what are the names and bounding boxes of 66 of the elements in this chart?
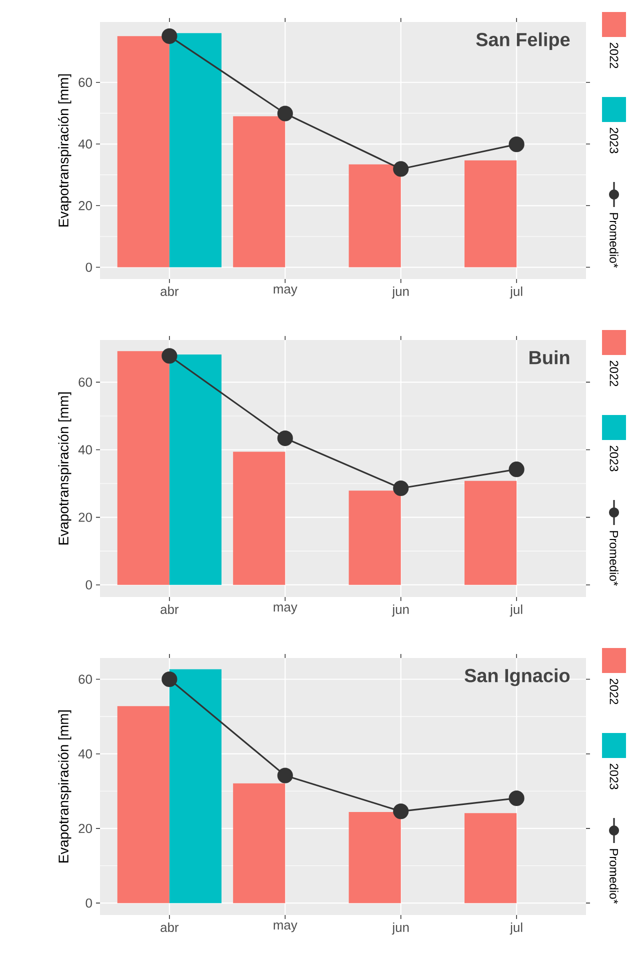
y-axis-title: Evapotranspiración [mm] [58,74,72,226]
x-tick-label: jul [510,604,522,617]
point [393,161,409,177]
bar [117,706,170,904]
bar [233,783,286,904]
bar [233,452,286,585]
y-tick-label: 40 [78,139,92,149]
bar [464,480,517,585]
x-tick-label: jul [510,286,522,299]
bar [348,812,401,904]
bar [169,33,222,268]
x-tick-label: jun [392,286,409,299]
point [393,480,409,496]
bar [233,116,286,268]
legend-label: Promedio* [610,531,618,586]
x-tick-label: may [274,604,298,614]
bar [464,160,517,268]
text: San Ignacio [464,668,570,686]
bar [169,354,222,585]
point [277,768,293,784]
y-tick-label: 0 [86,262,92,272]
y-tick-label: 20 [78,201,92,210]
x-tick-label: may [274,922,298,932]
legend-label: 2023 [610,446,618,472]
x-tick-label: jul [510,922,522,935]
point [508,136,524,152]
bar [117,36,170,268]
x-tick-label: may [274,286,298,296]
x-tick-label: abr [160,922,179,932]
bar [348,164,401,268]
legend-label: Promedio* [610,213,618,268]
y-tick-label: 40 [78,749,92,758]
y-tick-label: 0 [86,580,92,590]
legend-label: 2022 [610,678,618,704]
point [508,790,524,806]
y-tick-label: 60 [78,78,92,87]
x-tick-label: abr [160,604,179,614]
y-tick-label: 40 [78,445,92,454]
text: San Felipe [476,32,570,50]
bar [464,813,517,904]
point [162,348,178,364]
point [277,430,293,446]
point [277,106,293,122]
y-tick-label: 60 [78,378,92,387]
point [162,671,178,688]
x-tick-label: jun [392,922,409,935]
point [162,28,178,44]
point [508,462,524,478]
bar [169,669,222,904]
legend-label: Promedio* [610,849,618,904]
bar [348,490,401,585]
legend-label: 2022 [610,360,618,386]
x-tick-label: abr [160,286,179,296]
y-tick-label: 20 [78,824,92,834]
bar [117,351,170,585]
y-axis-title: Evapotranspiración [mm] [58,392,72,544]
x-tick-label: jun [392,604,409,617]
point [393,804,409,820]
y-tick-label: 0 [86,898,92,908]
legend-label: 2023 [610,128,618,154]
chart-title: Buin [530,350,570,364]
y-axis-title: Evapotranspiración [mm] [58,710,72,862]
y-tick-label: 20 [78,512,92,522]
legend-label: 2022 [610,42,618,68]
legend-label: 2023 [610,764,618,790]
y-tick-label: 60 [78,674,92,684]
